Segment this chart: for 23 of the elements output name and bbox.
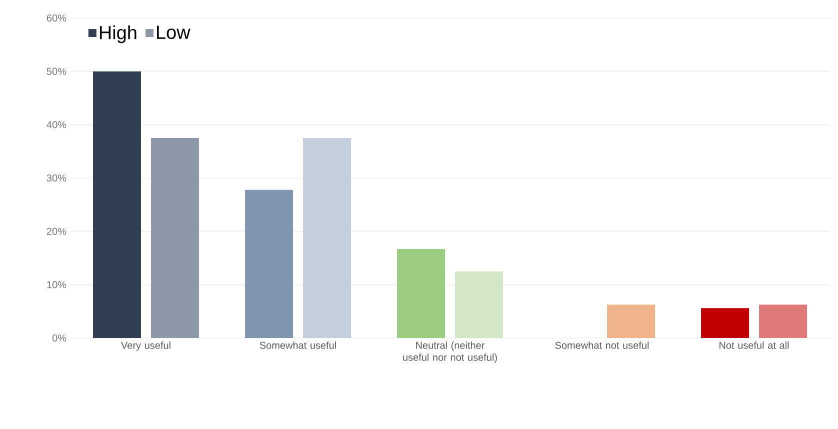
y-tick-label: 40%: [46, 121, 66, 128]
x-tick-label: Not useful at all: [720, 342, 789, 349]
x-tick-label: Very useful: [121, 342, 170, 351]
bar: [607, 304, 656, 338]
legend-label: Low: [157, 26, 190, 40]
y-tick-label: 30%: [46, 174, 66, 182]
bar: [701, 308, 750, 338]
y-tick-label: 50%: [46, 68, 66, 75]
bar: [93, 71, 141, 338]
y-tick-label: 10%: [47, 281, 66, 288]
x-tick-label: Neutral (neither useful nor not useful): [403, 342, 497, 363]
x-tick-label: Somewhat useful: [260, 342, 336, 349]
bar: [455, 271, 504, 338]
legend-label: High: [100, 25, 136, 44]
bar: [397, 248, 445, 338]
bar: [759, 304, 807, 338]
bar: [245, 190, 293, 338]
y-tick-label: 0%: [52, 334, 66, 342]
x-tick-label: Somewhat not useful: [555, 342, 649, 349]
y-tick-label: 60%: [46, 14, 66, 22]
bar: [151, 138, 199, 338]
bar: [303, 138, 352, 338]
y-tick-label: 20%: [46, 228, 66, 235]
